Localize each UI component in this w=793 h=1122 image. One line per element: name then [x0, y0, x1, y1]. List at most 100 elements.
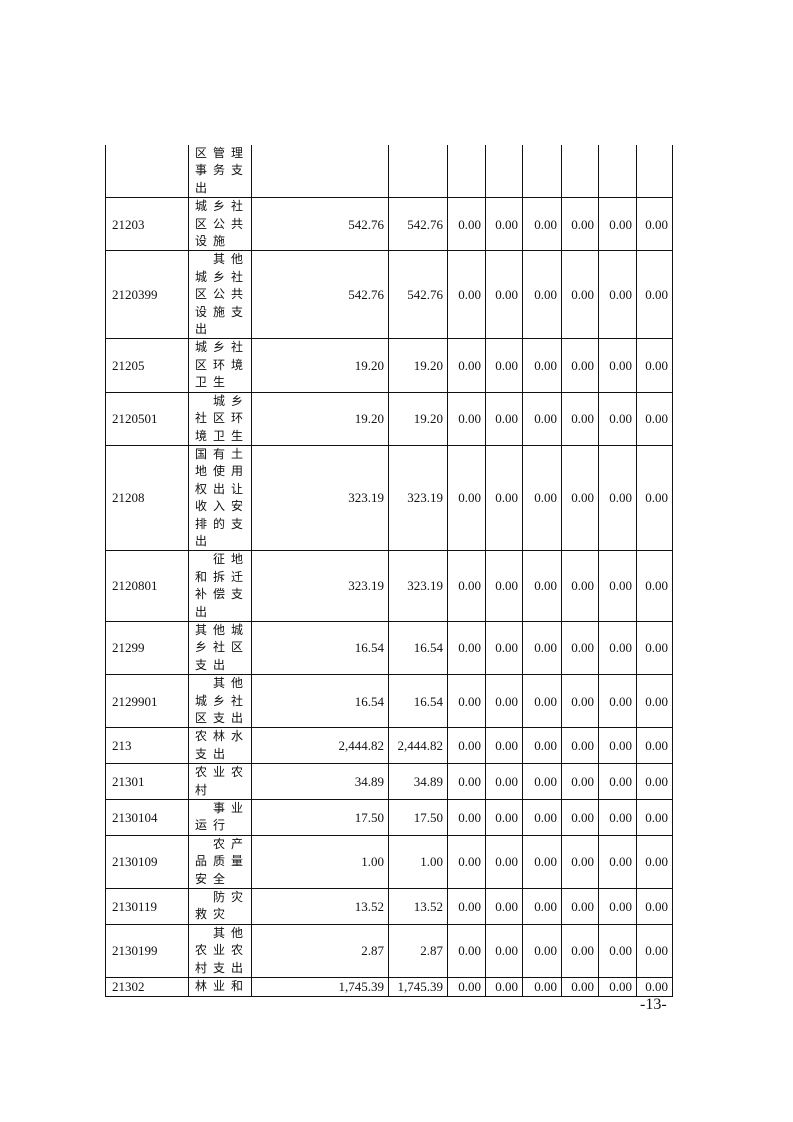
- amount-cell: [598, 145, 637, 199]
- subject-name: 防灾 救灾: [188, 888, 252, 925]
- subject-name: 其他城乡社区支出: [188, 674, 252, 729]
- amount-cell: 0.00: [522, 550, 562, 622]
- amount-cell: 0.00: [485, 550, 523, 622]
- amount-cell: 2.87: [388, 923, 448, 979]
- table-row: 2130119 防灾 救灾 13.52 13.52 0.00 0.00 0.00 0.00 0.…: [105, 888, 673, 925]
- table-row: 2120399 其他 城乡社 区公共 设施支出 542.76 542.76 0.00 0.00…: [105, 250, 673, 340]
- amount-cell: 542.76: [388, 250, 448, 340]
- subject-name-line: 区支出: [195, 711, 250, 725]
- subject-name: 其他 农业农 村支出: [188, 923, 252, 979]
- amount-cell: 2.87: [251, 923, 389, 979]
- amount-cell: 0.00: [522, 197, 562, 252]
- amount-cell: 0.00: [485, 923, 523, 979]
- amount-cell: 0.00: [636, 250, 673, 340]
- amount-cell: 0.00: [485, 197, 523, 252]
- amount-cell: 0.00: [522, 338, 562, 393]
- table-row: 21301 农业农村 34.89 34.89 0.00 0.00 0.00 0.00 0.00 0…: [105, 763, 673, 801]
- table-row: 区管理 事务支出: [105, 145, 673, 199]
- subject-name-line: 其他城: [195, 622, 250, 637]
- amount-cell: 0.00: [485, 620, 523, 676]
- subject-name-line: 林业和: [195, 979, 250, 994]
- subject-code: 21205: [105, 338, 189, 393]
- amount-cell: 0.00: [485, 674, 523, 729]
- amount-cell: 0.00: [522, 674, 562, 729]
- amount-cell: 0.00: [522, 444, 562, 552]
- subject-name-line: 其他: [195, 252, 250, 267]
- subject-name: 农产 品质量 安全: [188, 834, 252, 890]
- amount-cell: 17.50: [251, 799, 389, 836]
- table-row: 21203 城乡社 区公共 设施 542.76 542.76 0.00 0.00 0.00 0.0…: [105, 197, 673, 252]
- subject-name-line: 地使用: [195, 464, 250, 479]
- amount-cell: 0.00: [485, 834, 523, 890]
- subject-name-line: 设施: [195, 234, 232, 249]
- subject-code: 2120801: [105, 550, 189, 622]
- subject-name-line: 出: [195, 604, 214, 619]
- amount-cell: 0.00: [485, 888, 523, 925]
- subject-name: 区管理 事务支出: [188, 145, 252, 199]
- amount-cell: 0.00: [561, 923, 599, 979]
- subject-code: 213: [105, 727, 189, 765]
- amount-cell: 0.00: [485, 799, 523, 836]
- amount-cell: 0.00: [522, 888, 562, 925]
- amount-cell: 0.00: [485, 250, 523, 340]
- amount-cell: 0.00: [561, 763, 599, 801]
- subject-name-line: 其他: [195, 925, 250, 940]
- subject-name-line: 农业农: [195, 765, 250, 780]
- subject-code: 2130119: [105, 888, 189, 925]
- amount-cell: 2,444.82: [388, 727, 448, 765]
- amount-cell: 17.50: [388, 799, 448, 836]
- subject-name-line: 村支出: [195, 960, 250, 975]
- amount-cell: 0.00: [636, 727, 673, 765]
- amount-cell: 0.00: [447, 550, 486, 622]
- amount-cell: 19.20: [388, 391, 448, 446]
- amount-cell: 0.00: [522, 250, 562, 340]
- amount-cell: 0.00: [447, 763, 486, 801]
- subject-name: 农林水 支出: [188, 727, 252, 765]
- subject-name-line: 区管理: [195, 146, 250, 160]
- subject-name-line: 农业农: [195, 943, 250, 958]
- amount-cell: 0.00: [598, 977, 637, 997]
- subject-code: 2130109: [105, 834, 189, 890]
- amount-cell: 0.00: [447, 834, 486, 890]
- amount-cell: 0.00: [636, 550, 673, 622]
- amount-cell: 0.00: [561, 834, 599, 890]
- subject-name-line: 卫生: [195, 375, 232, 390]
- subject-code: 2120399: [105, 250, 189, 340]
- amount-cell: 0.00: [447, 338, 486, 393]
- amount-cell: 1,745.39: [251, 977, 389, 997]
- amount-cell: 16.54: [388, 620, 448, 676]
- amount-cell: 0.00: [447, 250, 486, 340]
- table-row: 2130199 其他 农业农 村支出 2.87 2.87 0.00 0.00 0.00 0.00…: [105, 923, 673, 979]
- subject-name-line: 国有土: [195, 446, 250, 461]
- subject-code: 2130199: [105, 923, 189, 979]
- subject-name-line: 设施支: [195, 304, 250, 319]
- subject-code: [105, 145, 189, 199]
- amount-cell: [522, 145, 562, 199]
- amount-cell: 0.00: [522, 834, 562, 890]
- amount-cell: 0.00: [636, 444, 673, 552]
- subject-code: 21203: [105, 197, 189, 252]
- subject-name: 事业 运行: [188, 799, 252, 836]
- amount-cell: 0.00: [522, 391, 562, 446]
- table-row: 2120501 城乡 社区环 境卫生 19.20 19.20 0.00 0.00 0.00 0.…: [105, 391, 673, 446]
- subject-name: 农业农村: [188, 763, 252, 801]
- amount-cell: 0.00: [636, 763, 673, 801]
- amount-cell: 0.00: [636, 834, 673, 890]
- subject-code: 2129901: [105, 674, 189, 729]
- amount-cell: 542.76: [251, 197, 389, 252]
- subject-name-line: 防灾: [195, 890, 250, 905]
- amount-cell: 34.89: [251, 763, 389, 801]
- amount-cell: 0.00: [561, 620, 599, 676]
- amount-cell: 0.00: [561, 391, 599, 446]
- subject-code: 2130104: [105, 799, 189, 836]
- amount-cell: 0.00: [598, 338, 637, 393]
- amount-cell: 0.00: [447, 977, 486, 997]
- amount-cell: 0.00: [522, 977, 562, 997]
- amount-cell: 0.00: [447, 620, 486, 676]
- amount-cell: 13.52: [388, 888, 448, 925]
- amount-cell: 0.00: [636, 391, 673, 446]
- table-row: 21302 林业和 1,745.39 1,745.39 0.00 0.00 0.00 0.00…: [105, 977, 673, 997]
- subject-name-line: 补偿支: [195, 587, 250, 602]
- amount-cell: [485, 145, 523, 199]
- table-row: 21205 城乡社 区环境 卫生 19.20 19.20 0.00 0.00 0.00 0.00 0…: [105, 338, 673, 393]
